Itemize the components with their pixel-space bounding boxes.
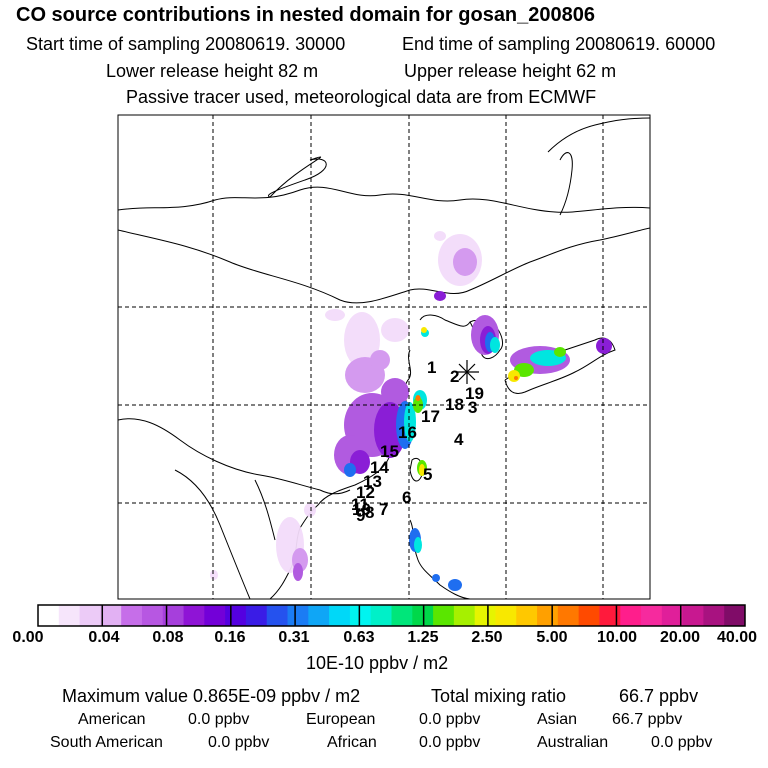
asterisk-icon xyxy=(455,360,479,384)
colorbar-swatch xyxy=(329,605,351,626)
start-time-label: Start time of sampling 20080619. 30000 xyxy=(26,34,346,54)
region-label-11: 11 xyxy=(351,495,369,514)
colorbar-swatch xyxy=(453,605,476,626)
colorbar-swatch xyxy=(516,605,538,626)
colorbar xyxy=(37,604,746,627)
colorbar-swatch xyxy=(474,605,496,626)
asian-value: 66.7 ppbv xyxy=(612,711,683,728)
region-label-3: 3 xyxy=(468,398,477,417)
region-label-6: 6 xyxy=(402,488,411,507)
region-label-5: 5 xyxy=(423,465,432,484)
colorbar-swatch xyxy=(121,605,143,626)
colorbar-tick: 10.00 xyxy=(596,629,638,646)
lat-lon-grid xyxy=(118,115,650,599)
colorbar-tick: 0.08 xyxy=(152,629,184,646)
plot-title: CO source contributions in nested domain… xyxy=(16,4,596,26)
colorbar-tick: 20.00 xyxy=(659,629,701,646)
colorbar-swatch xyxy=(391,605,413,626)
european-value: 0.0 ppbv xyxy=(419,711,481,728)
total-mixing-label: Total mixing ratio xyxy=(431,686,567,706)
colorbar-swatch xyxy=(661,605,684,626)
american-value: 0.0 ppbv xyxy=(188,711,250,728)
tracer-note: Passive tracer used, meteorological data… xyxy=(126,87,597,107)
colorbar-swatch xyxy=(308,605,330,626)
lower-release-label: Lower release height 82 m xyxy=(106,61,319,81)
colorbar-swatch xyxy=(141,605,164,626)
map-frame xyxy=(117,114,651,600)
region-label-17: 17 xyxy=(421,407,440,426)
colorbar-swatch xyxy=(58,605,81,626)
colorbar-swatch xyxy=(724,605,746,626)
colorbar-swatch xyxy=(620,605,642,626)
colorbar-swatch xyxy=(370,605,392,626)
australian-value: 0.0 ppbv xyxy=(651,734,713,751)
colorbar-tick: 0.63 xyxy=(343,629,375,646)
total-mixing-value: 66.7 ppbv xyxy=(619,686,699,706)
african-label: African xyxy=(327,734,377,751)
region-label-4: 4 xyxy=(454,430,464,449)
colorbar-units: 10E-10 ppbv / m2 xyxy=(306,653,449,673)
region-label-19: 19 xyxy=(465,384,484,403)
max-value-label: Maximum value 0.865E-09 ppbv / m2 xyxy=(62,686,361,706)
region-label-18: 18 xyxy=(445,395,464,414)
colorbar-tick: 0.16 xyxy=(214,629,246,646)
colorbar-swatch xyxy=(38,605,60,626)
colorbar-swatch xyxy=(641,605,663,626)
region-label-12: 12 xyxy=(356,483,375,502)
colorbar-swatch xyxy=(266,605,289,626)
american-label: American xyxy=(78,711,146,728)
colorbar-swatch xyxy=(204,605,226,626)
african-value: 0.0 ppbv xyxy=(419,734,481,751)
colorbar-swatch xyxy=(79,605,101,626)
region-label-10: 10 xyxy=(352,500,371,519)
colorbar-swatch xyxy=(287,605,309,626)
region-label-15: 15 xyxy=(380,442,399,461)
colorbar-tick: 2.50 xyxy=(471,629,503,646)
region-label-13: 13 xyxy=(363,472,382,491)
region-label-16: 16 xyxy=(398,423,417,442)
end-time-label: End time of sampling 20080619. 60000 xyxy=(402,34,716,54)
region-label-2: 2 xyxy=(450,367,459,386)
region-label-8: 8 xyxy=(365,503,374,522)
colorbar-tick: 0.31 xyxy=(278,629,310,646)
colorbar-tick: 1.25 xyxy=(407,629,439,646)
colorbar-tick: 40.00 xyxy=(716,629,758,646)
colorbar-frame xyxy=(37,604,746,627)
south-american-value: 0.0 ppbv xyxy=(208,734,270,751)
colorbar-swatch xyxy=(682,605,704,626)
colorbar-tick: 0.00 xyxy=(12,629,44,646)
region-label-14: 14 xyxy=(370,458,389,477)
upper-release-label: Upper release height 62 m xyxy=(404,61,617,81)
colorbar-swatch xyxy=(162,605,185,626)
map-panel xyxy=(118,115,650,599)
european-label: European xyxy=(306,711,376,728)
colorbar-swatch xyxy=(703,605,725,626)
colorbar-swatch xyxy=(433,605,455,626)
colorbar-swatch xyxy=(495,605,517,626)
colorbar-swatch xyxy=(578,605,600,626)
colorbar-swatch xyxy=(349,605,372,626)
colorbar-tick: 5.00 xyxy=(536,629,568,646)
colorbar-swatch xyxy=(225,605,247,626)
colorbar-swatch xyxy=(100,605,122,626)
asian-label: Asian xyxy=(537,711,578,728)
colorbar-swatch xyxy=(537,605,559,626)
region-label-9: 9 xyxy=(356,506,365,525)
tracer-plume xyxy=(210,231,612,591)
colorbar-swatch xyxy=(557,605,580,626)
colorbar-swatch xyxy=(599,605,621,626)
australian-label: Australian xyxy=(537,734,609,751)
south-american-label: South American xyxy=(50,734,163,751)
colorbar-swatch xyxy=(183,605,205,626)
colorbar-tick: 0.04 xyxy=(88,629,120,646)
region-label-7: 7 xyxy=(379,500,388,519)
colorbar-swatch xyxy=(245,605,268,626)
region-label-1: 1 xyxy=(427,358,436,377)
